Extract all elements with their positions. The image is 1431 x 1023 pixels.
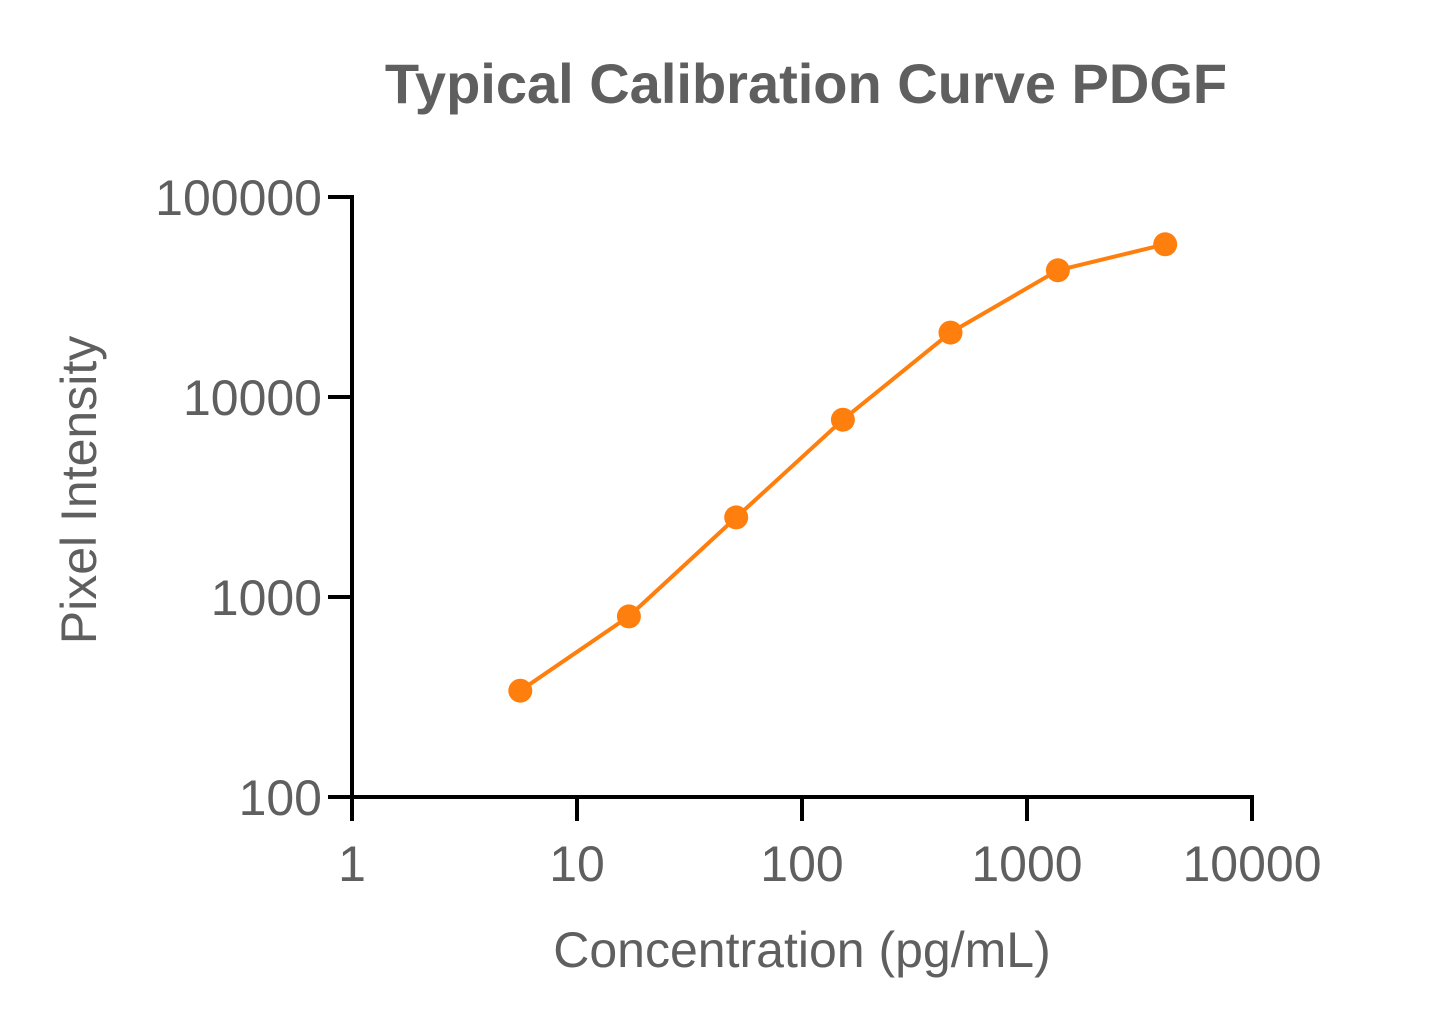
x-axis-label: Concentration (pg/mL) — [553, 922, 1050, 978]
data-point — [508, 678, 533, 703]
y-tick-label: 1000 — [211, 570, 322, 626]
x-tick-label: 1 — [338, 836, 366, 892]
y-tick-label: 100 — [239, 770, 322, 826]
x-tick-label: 100 — [760, 836, 843, 892]
data-point — [1045, 258, 1070, 283]
x-tick-label: 1000 — [971, 836, 1082, 892]
x-axis: 1 10 100 1000 10000 — [338, 795, 1322, 892]
y-axis: 100 1000 10000 100000 — [155, 170, 354, 826]
chart-title: Typical Calibration Curve PDGF — [385, 52, 1227, 115]
data-point — [938, 320, 963, 345]
y-tick-label: 10000 — [183, 370, 322, 426]
data-point — [616, 604, 641, 629]
series-line — [518, 242, 1168, 693]
data-point — [830, 407, 855, 432]
x-tick-label: 10 — [549, 836, 605, 892]
y-axis-label: Pixel Intensity — [51, 336, 107, 644]
data-point — [1153, 232, 1178, 257]
x-tick-label: 10000 — [1182, 836, 1321, 892]
y-tick-label: 100000 — [155, 170, 322, 226]
series-group — [508, 232, 1178, 703]
data-point — [724, 505, 749, 530]
